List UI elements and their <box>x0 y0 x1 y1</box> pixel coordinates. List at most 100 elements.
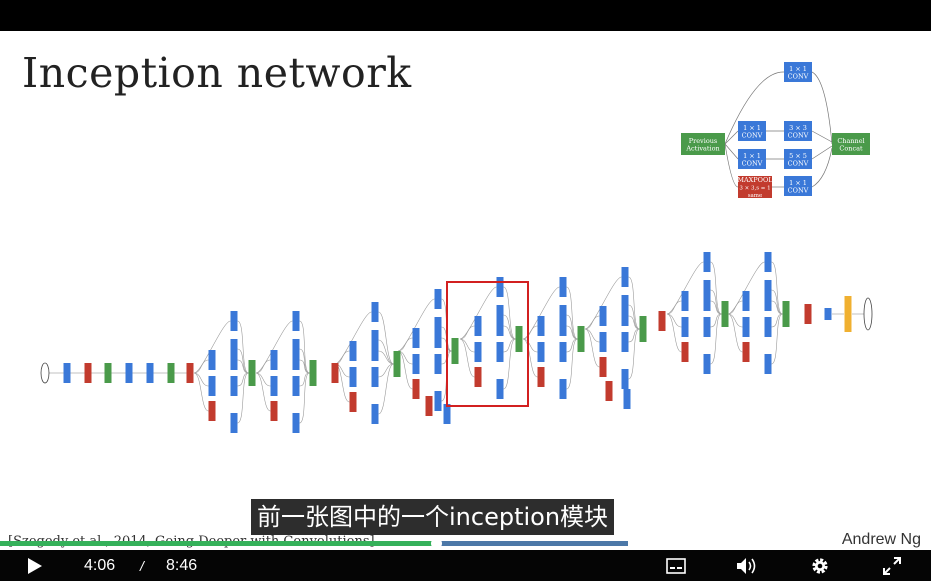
conv-layer <box>559 277 567 297</box>
module-label: CONV <box>788 159 809 167</box>
progress-bar[interactable] <box>0 538 931 549</box>
conv-layer <box>474 316 482 336</box>
aux-conv-layer <box>443 404 451 424</box>
conv-layer <box>742 291 750 311</box>
play-icon <box>28 557 42 574</box>
subtitles-button[interactable] <box>662 550 690 581</box>
concat-layer <box>515 326 523 352</box>
conv-layer <box>559 379 567 399</box>
module-label: Channel <box>837 137 864 145</box>
conv-layer <box>621 267 629 287</box>
conv-layer <box>703 317 711 337</box>
conv-layer <box>621 369 629 389</box>
conv-layer <box>292 376 300 396</box>
conv-layer <box>208 350 216 370</box>
fullscreen-button[interactable] <box>878 550 906 581</box>
progress-buffered <box>435 541 629 546</box>
pool-layer <box>658 311 666 331</box>
conv-layer <box>292 311 300 331</box>
conv-layer <box>349 341 357 361</box>
conv-layer <box>764 291 772 311</box>
pool-layer <box>208 401 216 421</box>
slide-author: Andrew Ng <box>841 531 921 548</box>
module-label: CONV <box>742 131 763 139</box>
concat-layer <box>451 338 459 364</box>
progress-played <box>0 541 436 546</box>
concat-layer <box>393 351 401 377</box>
concat-layer <box>577 326 585 352</box>
conv-layer <box>230 350 238 370</box>
aux-conv-layer <box>623 389 631 409</box>
conv-layer <box>764 354 772 374</box>
conv-layer <box>703 280 711 300</box>
highlighted-inception-module <box>446 281 529 407</box>
module-label: CONV <box>788 186 809 194</box>
pool-layer <box>412 379 420 399</box>
volume-icon <box>737 557 756 574</box>
module-label: 3 × 3 <box>789 124 807 132</box>
conv-layer <box>292 339 300 359</box>
conv-layer <box>496 342 504 362</box>
module-label: CONV <box>742 159 763 167</box>
conv-layer <box>230 413 238 433</box>
conv-layer <box>230 311 238 331</box>
conv-layer <box>371 341 379 361</box>
pool-layer <box>84 363 92 383</box>
conv-layer <box>270 376 278 396</box>
conv-layer <box>434 328 442 348</box>
settings-button[interactable] <box>806 550 834 581</box>
conv-layer <box>496 277 504 297</box>
conv-layer <box>559 342 567 362</box>
conv-layer <box>434 317 442 337</box>
aux-pool-layer <box>605 381 613 401</box>
conv-layer <box>371 367 379 387</box>
module-label: 1 × 1 <box>743 152 761 160</box>
output-node <box>863 297 873 331</box>
conv-layer <box>434 354 442 374</box>
current-time: 4:06 <box>84 556 116 574</box>
concat-layer <box>721 301 729 327</box>
conv-layer <box>292 350 300 370</box>
duration: 8:46 <box>166 556 198 574</box>
progress-handle[interactable] <box>430 538 442 549</box>
time-separator: / <box>140 557 144 574</box>
concat-layer <box>104 363 112 383</box>
conv-layer <box>764 317 772 337</box>
conv-layer <box>703 252 711 272</box>
volume-button[interactable] <box>733 550 761 581</box>
conv-layer <box>599 332 607 352</box>
pool-layer <box>474 367 482 387</box>
conv-layer <box>537 342 545 362</box>
concat-layer <box>782 301 790 327</box>
conv-layer <box>412 328 420 348</box>
conv-layer <box>349 367 357 387</box>
pool-layer <box>349 392 357 412</box>
conv-layer <box>703 291 711 311</box>
module-label: 1 × 1 <box>789 65 807 73</box>
play-button[interactable] <box>20 550 50 581</box>
video-frame[interactable]: Inception network Previous Activation Chan… <box>0 31 931 550</box>
fc-layer <box>824 308 832 320</box>
conv-layer <box>621 332 629 352</box>
conv-layer <box>496 379 504 399</box>
input-node <box>40 362 50 384</box>
conv-layer <box>742 317 750 337</box>
conv-layer <box>434 391 442 411</box>
conv-layer <box>764 280 772 300</box>
conv-layer <box>681 291 689 311</box>
conv-layer <box>208 376 216 396</box>
conv-layer <box>230 339 238 359</box>
conv-layer <box>537 316 545 336</box>
slide-title: Inception network <box>22 49 412 97</box>
module-label: 3 × 3,s = 1 <box>739 186 770 192</box>
conv-layer <box>371 302 379 322</box>
concat-layer <box>167 363 175 383</box>
